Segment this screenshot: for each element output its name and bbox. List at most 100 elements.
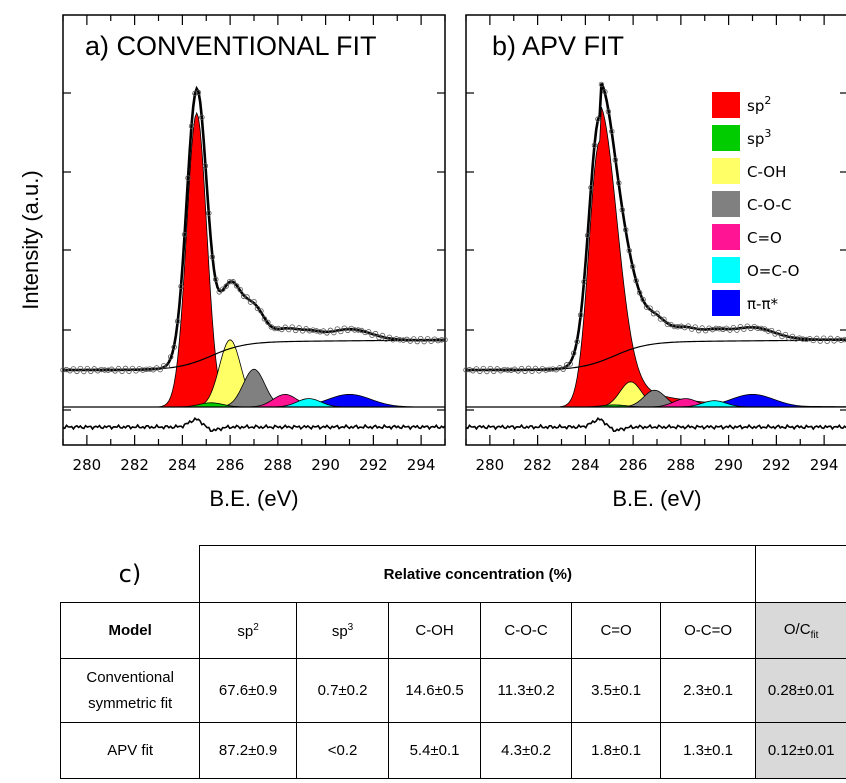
data-point	[758, 325, 764, 332]
x-tick-label: 286	[216, 456, 245, 474]
data-point	[463, 367, 469, 373]
data-point	[713, 325, 719, 332]
data-point	[664, 321, 671, 327]
data-point	[188, 123, 195, 129]
data-point	[466, 366, 473, 373]
data-point	[584, 232, 591, 239]
data-point	[741, 326, 747, 332]
data-point	[650, 310, 657, 317]
data-point	[661, 316, 667, 323]
data-point	[546, 366, 553, 372]
x-tick-label: 292	[762, 456, 791, 474]
component-c-o-c	[63, 368, 445, 408]
data-point	[352, 327, 358, 333]
panel-c-label: c)	[118, 559, 142, 588]
data-point	[390, 337, 396, 343]
data-point	[574, 338, 580, 345]
col-oco: O-C=O	[659, 602, 757, 659]
data-point	[501, 366, 507, 373]
col-coh: C-OH	[388, 602, 481, 659]
cell-oco: 2.3±0.1	[659, 658, 757, 723]
data-point	[570, 350, 577, 356]
data-point	[209, 254, 216, 260]
data-point	[122, 365, 129, 372]
data-point	[643, 304, 650, 310]
data-point	[442, 337, 448, 343]
data-point	[372, 330, 379, 337]
data-point	[609, 128, 615, 135]
cell-oc: 0.12±0.01	[755, 722, 846, 779]
panel-b-components	[466, 107, 846, 408]
cell-sp3: <0.2	[295, 722, 390, 779]
x-tick-label: 294	[810, 456, 839, 474]
data-point	[800, 336, 806, 342]
data-point	[629, 263, 636, 270]
fit-envelope	[63, 85, 446, 372]
data-point	[504, 367, 511, 373]
x-tick-label: 282	[120, 456, 149, 474]
legend-label: sp2	[747, 94, 771, 115]
data-point	[820, 335, 827, 341]
legend-swatch	[712, 125, 740, 151]
data-point	[616, 180, 622, 186]
panel-a-curves	[60, 85, 448, 432]
data-point	[181, 231, 188, 238]
panel-b-ticks: 280 282 284 286 288 290 292 294	[465, 15, 846, 474]
panel-a-title: a) CONVENTIONAL FIT	[85, 31, 377, 61]
concentration-table: c) Relative concentration (%) Model sp2 …	[59, 545, 846, 779]
data-point	[699, 325, 705, 331]
col-oc: O/Cfit	[755, 602, 846, 659]
corner-cell	[755, 545, 846, 603]
data-point	[171, 344, 177, 350]
data-point	[640, 296, 646, 303]
data-point	[140, 367, 146, 373]
x-tick-label: 288	[667, 456, 696, 474]
legend-label: C=O	[747, 229, 782, 247]
data-point	[626, 247, 632, 254]
data-point	[251, 298, 257, 305]
data-point	[289, 324, 295, 330]
x-tick-label: 282	[523, 456, 552, 474]
data-point	[324, 330, 330, 336]
data-point	[685, 323, 691, 329]
xps-figure: Intensity (a.u.) a) CONVENTIONAL FIT 280…	[18, 14, 846, 511]
cell-sp2: 87.2±0.9	[199, 722, 297, 779]
data-point	[518, 365, 525, 372]
data-point	[841, 336, 846, 343]
legend-swatch	[712, 158, 740, 184]
data-point	[226, 278, 233, 285]
cell-oc: 0.28±0.01	[755, 658, 846, 723]
panel-b-frame	[465, 14, 846, 446]
data-point	[755, 325, 761, 331]
panel-b-apv-fit: b) APV FIT 280 282 284 286 288 290 292 294 B.E.…	[463, 14, 846, 511]
data-point	[362, 329, 368, 336]
legend-label: sp3	[747, 127, 771, 148]
x-tick-label: 286	[619, 456, 648, 474]
data-point	[543, 367, 549, 373]
data-point	[286, 326, 292, 333]
data-point	[431, 336, 438, 342]
data-point	[487, 365, 494, 372]
data-point	[84, 365, 91, 372]
background-line	[63, 339, 446, 371]
data-point	[508, 367, 514, 373]
data-point	[261, 316, 268, 322]
data-point	[421, 338, 427, 345]
data-point	[706, 325, 712, 331]
data-point	[727, 327, 733, 333]
data-point	[768, 327, 775, 334]
legend-label: π-π*	[747, 295, 778, 313]
data-point	[633, 278, 639, 284]
cell-coh: 14.6±0.5	[388, 658, 481, 723]
component-sp2	[63, 111, 445, 408]
data-point	[119, 368, 125, 374]
col-sp2: sp2	[199, 602, 297, 659]
data-point	[95, 368, 101, 374]
x-tick-label: 280	[73, 456, 102, 474]
data-point	[77, 365, 84, 372]
data-point	[306, 328, 313, 334]
x-tick-label: 292	[359, 456, 388, 474]
data-point	[702, 328, 709, 334]
data-point	[247, 299, 254, 305]
data-point	[254, 305, 261, 312]
